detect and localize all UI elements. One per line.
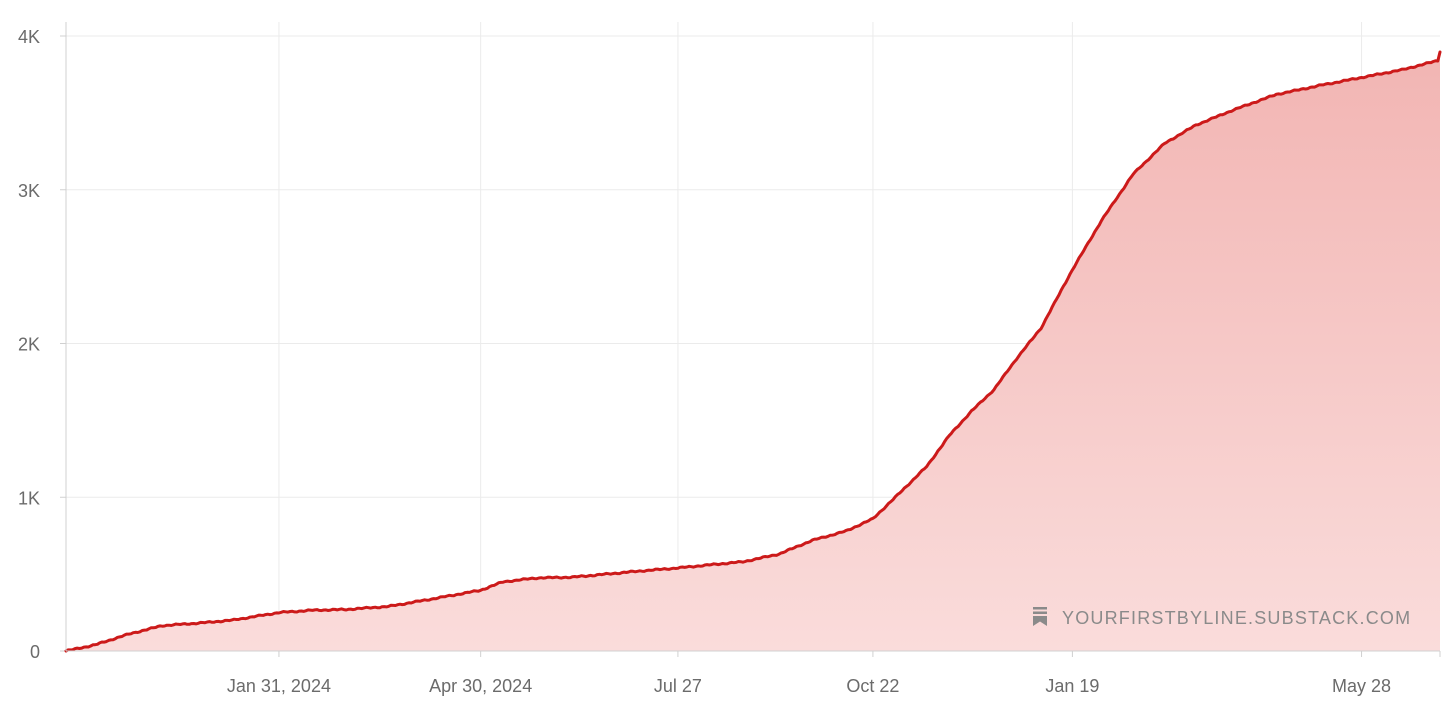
y-tick-label: 4K <box>18 27 40 47</box>
x-tick-label: Oct 22 <box>846 676 899 696</box>
series-line <box>64 50 1442 653</box>
y-tick-label: 2K <box>18 335 40 355</box>
y-tick-label: 3K <box>18 181 40 201</box>
y-tick-label: 0 <box>30 642 40 662</box>
axes <box>65 22 1441 657</box>
x-tick-label: Apr 30, 2024 <box>429 676 532 696</box>
x-tick-label: May 28 <box>1332 676 1391 696</box>
watermark-text: YOURFIRSTBYLINE.SUBSTACK.COM <box>1062 608 1411 628</box>
x-tick-label: Jan 19 <box>1045 676 1099 696</box>
area-fill <box>66 52 1440 651</box>
watermark: YOURFIRSTBYLINE.SUBSTACK.COM <box>1033 607 1411 628</box>
y-tick-label: 1K <box>18 488 40 508</box>
bookmark-icon <box>1033 607 1047 626</box>
x-axis-tick-labels: Jan 31, 2024 Apr 30, 2024 Jul 27 Oct 22 Jan … <box>227 676 1391 696</box>
y-axis-tick-labels: 0 1K 2K 3K 4K <box>18 27 40 662</box>
x-tick-label: Jul 27 <box>654 676 702 696</box>
x-tick-label: Jan 31, 2024 <box>227 676 331 696</box>
